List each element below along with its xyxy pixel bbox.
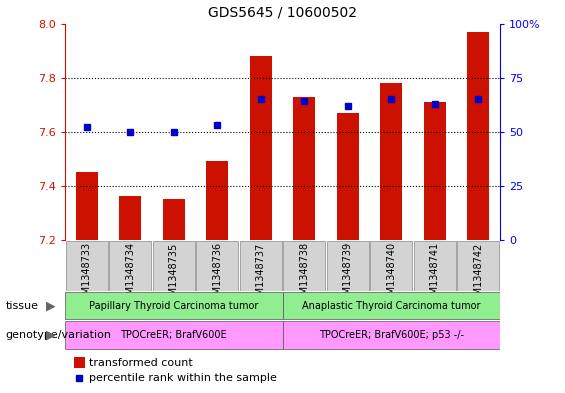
Text: TPOCreER; BrafV600E: TPOCreER; BrafV600E [120, 330, 227, 340]
FancyBboxPatch shape [284, 241, 325, 291]
Text: GSM1348734: GSM1348734 [125, 242, 135, 307]
Text: Anaplastic Thyroid Carcinoma tumor: Anaplastic Thyroid Carcinoma tumor [302, 301, 480, 310]
Text: genotype/variation: genotype/variation [6, 330, 112, 340]
Bar [380, 83, 402, 240]
Bar [206, 162, 228, 240]
Bar [250, 56, 272, 240]
FancyBboxPatch shape [371, 241, 412, 291]
FancyBboxPatch shape [282, 321, 500, 349]
FancyBboxPatch shape [110, 241, 151, 291]
FancyBboxPatch shape [458, 241, 499, 291]
Bar [73, 357, 85, 368]
FancyBboxPatch shape [327, 241, 368, 291]
FancyBboxPatch shape [240, 241, 281, 291]
Text: transformed count: transformed count [89, 358, 193, 367]
Text: GSM1348741: GSM1348741 [430, 242, 440, 307]
Text: Papillary Thyroid Carcinoma tumor: Papillary Thyroid Carcinoma tumor [89, 301, 258, 310]
Bar [424, 102, 446, 240]
FancyBboxPatch shape [153, 241, 194, 291]
FancyBboxPatch shape [66, 241, 107, 291]
FancyBboxPatch shape [197, 241, 238, 291]
Bar [76, 172, 98, 240]
Bar [163, 199, 185, 240]
Text: ▶: ▶ [46, 299, 55, 312]
Text: ▶: ▶ [46, 329, 55, 342]
Text: GSM1348737: GSM1348737 [256, 242, 266, 308]
FancyBboxPatch shape [282, 292, 500, 320]
Text: tissue: tissue [6, 301, 38, 310]
Text: GSM1348739: GSM1348739 [343, 242, 353, 307]
Text: GSM1348733: GSM1348733 [82, 242, 92, 307]
FancyBboxPatch shape [65, 321, 282, 349]
Bar [119, 196, 141, 240]
Text: GSM1348742: GSM1348742 [473, 242, 483, 308]
Text: GSM1348735: GSM1348735 [169, 242, 179, 308]
FancyBboxPatch shape [414, 241, 455, 291]
Title: GDS5645 / 10600502: GDS5645 / 10600502 [208, 6, 357, 20]
Text: GSM1348738: GSM1348738 [299, 242, 309, 307]
Bar [467, 32, 489, 240]
Text: percentile rank within the sample: percentile rank within the sample [89, 373, 277, 383]
Text: GSM1348740: GSM1348740 [386, 242, 396, 307]
FancyBboxPatch shape [65, 292, 282, 320]
Bar [337, 113, 359, 240]
Text: TPOCreER; BrafV600E; p53 -/-: TPOCreER; BrafV600E; p53 -/- [319, 330, 464, 340]
Text: GSM1348736: GSM1348736 [212, 242, 222, 307]
Bar [293, 97, 315, 240]
